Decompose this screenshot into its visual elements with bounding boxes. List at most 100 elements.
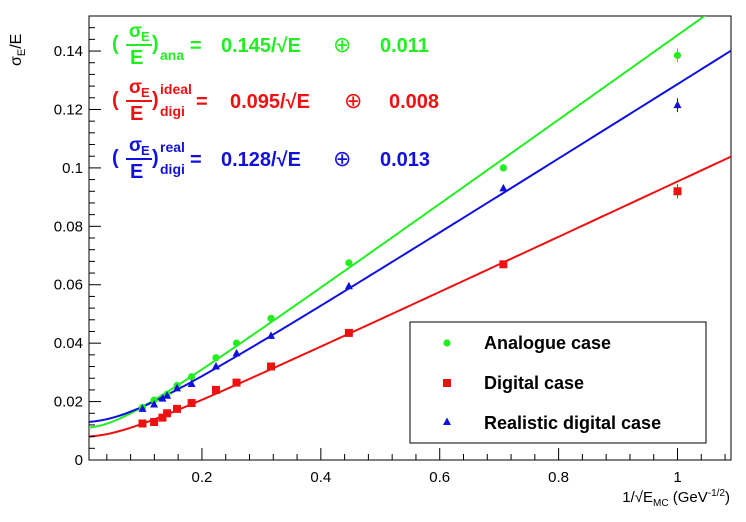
annotation-analogue: (σ EE) ana = 0.145/√E ⊕ 0.011 <box>112 21 429 69</box>
annotation-open-paren: ( <box>112 89 119 111</box>
axis-ticks: 0 0.02 0.04 0.06 0.08 0.1 0.12 0.14 0.2 0.4 0.6 0.8… <box>54 15 726 486</box>
annotation-sigma: σ <box>129 21 142 42</box>
x-tick-label: 1 <box>673 469 681 486</box>
y-tick-label: 0.1 <box>62 160 83 177</box>
data-point-realistic <box>267 331 276 339</box>
svg-text:σE/E: σE/E <box>8 34 28 66</box>
data-point-digital <box>150 418 159 427</box>
x-tick-label: 0.4 <box>310 469 331 486</box>
legend-label: Analogue case <box>484 333 611 353</box>
legend-marker-digital <box>443 379 451 387</box>
data-point-digital <box>163 409 172 418</box>
y-tick-label: 0.04 <box>54 335 83 352</box>
fit-curve-digital <box>89 155 731 438</box>
data-point-realistic <box>232 348 241 357</box>
annotation-denominator: E <box>130 103 143 125</box>
data-points <box>138 48 682 428</box>
y-tick-label: 0.06 <box>54 277 83 294</box>
data-point-realistic <box>158 394 167 402</box>
fit-curve-analogue <box>89 16 707 429</box>
data-point-digital <box>138 419 147 428</box>
annotation-constant: 0.008 <box>389 91 439 113</box>
annotation-close-paren: ) <box>152 89 159 111</box>
data-point-realistic <box>138 404 147 412</box>
annotation-close-paren: ) <box>152 147 159 169</box>
y-tick-label: 0.14 <box>54 43 83 60</box>
legend-entry-realistic: Realistic digital case <box>443 413 661 433</box>
annotation-open-paren: ( <box>112 33 119 55</box>
y-axis-rest: /E <box>8 34 25 49</box>
annotation-close-paren: ) <box>152 33 159 55</box>
data-point-digital <box>499 260 508 269</box>
annotation-oplus: ⊕ <box>344 88 362 113</box>
y-tick-label: 0 <box>75 452 83 469</box>
x-tick-label: 0.2 <box>192 469 213 486</box>
data-point-realistic <box>344 281 353 290</box>
annotation-subscript: digi <box>160 161 185 177</box>
annotation-denominator: E <box>130 47 143 69</box>
y-axis-title: σE/E <box>8 34 28 66</box>
annotation-oplus: ⊕ <box>333 146 351 171</box>
data-point-realistic <box>150 400 159 408</box>
data-point-realistic <box>673 100 682 109</box>
legend-entry-analogue: Analogue case <box>443 333 611 353</box>
legend-box <box>409 321 707 444</box>
fit-curve-realistic <box>89 49 731 423</box>
annotation-oplus: ⊕ <box>333 32 351 57</box>
x-tick-label: 0.8 <box>548 469 569 486</box>
annotation-sigma-sub: E <box>141 85 150 100</box>
legend: Analogue case Digital case Realistic digit… <box>409 321 707 444</box>
data-point-analogue <box>499 164 507 172</box>
data-point-analogue <box>345 259 353 267</box>
annotation-sigma: σ <box>129 135 142 156</box>
annotation-digital: ( σ EE) ideal digi = 0.095/√E ⊕ 0.008 <box>112 77 439 125</box>
y-tick-label: 0.08 <box>54 218 83 235</box>
annotation-sigma-sub: E <box>141 143 150 158</box>
annotation-constant: 0.011 <box>380 35 429 57</box>
data-point-digital <box>173 404 182 413</box>
annotation-equals: = <box>196 91 208 113</box>
y-tick-label: 0.12 <box>54 101 83 118</box>
legend-label: Realistic digital case <box>484 413 661 433</box>
legend-label: Digital case <box>484 373 584 393</box>
data-point-realistic <box>187 379 196 388</box>
annotation-sigma: σ <box>129 77 142 98</box>
annotation-denominator: E <box>130 161 143 183</box>
annotation-subscript: digi <box>160 103 185 119</box>
fit-curves <box>89 16 731 438</box>
annotation-constant: 0.013 <box>380 149 430 171</box>
data-point-digital <box>232 378 241 387</box>
annotation-equals: = <box>190 35 202 57</box>
y-axis-sub: E <box>16 49 28 56</box>
annotation-coefficient: 0.128/√E <box>221 149 301 171</box>
data-point-digital <box>344 328 353 337</box>
data-point-analogue <box>188 373 196 381</box>
annotation-equals: = <box>190 149 202 171</box>
annotation-realistic: ( σ EE) real digi = 0.128/√E ⊕ 0.013 <box>112 135 430 183</box>
legend-marker-analogue <box>443 339 451 347</box>
y-axis-sigma: σ <box>8 56 25 66</box>
data-point-digital <box>187 399 196 408</box>
data-point-analogue <box>673 51 682 60</box>
data-point-realistic <box>173 383 182 392</box>
data-point-digital <box>673 187 682 196</box>
data-point-analogue <box>212 354 220 362</box>
data-point-realistic <box>211 362 220 370</box>
data-point-realistic <box>163 391 172 399</box>
y-tick-label: 0.02 <box>54 394 83 411</box>
x-tick-label: 0.6 <box>429 469 450 486</box>
data-point-digital <box>267 362 276 371</box>
data-point-digital <box>158 413 167 422</box>
data-point-digital <box>211 385 220 394</box>
legend-entry-digital: Digital case <box>443 373 584 393</box>
annotation-subscript: ana <box>160 47 184 63</box>
annotation-sigma-sub: E <box>141 29 150 44</box>
x-axis-title: 1/√EMC (GeV-1/2) <box>622 488 730 509</box>
annotation-coefficient: 0.095/√E <box>230 91 310 113</box>
data-point-analogue <box>267 314 275 322</box>
annotation-superscript: real <box>160 139 185 155</box>
annotation-open-paren: ( <box>112 147 119 169</box>
annotation-superscript: ideal <box>160 81 192 97</box>
